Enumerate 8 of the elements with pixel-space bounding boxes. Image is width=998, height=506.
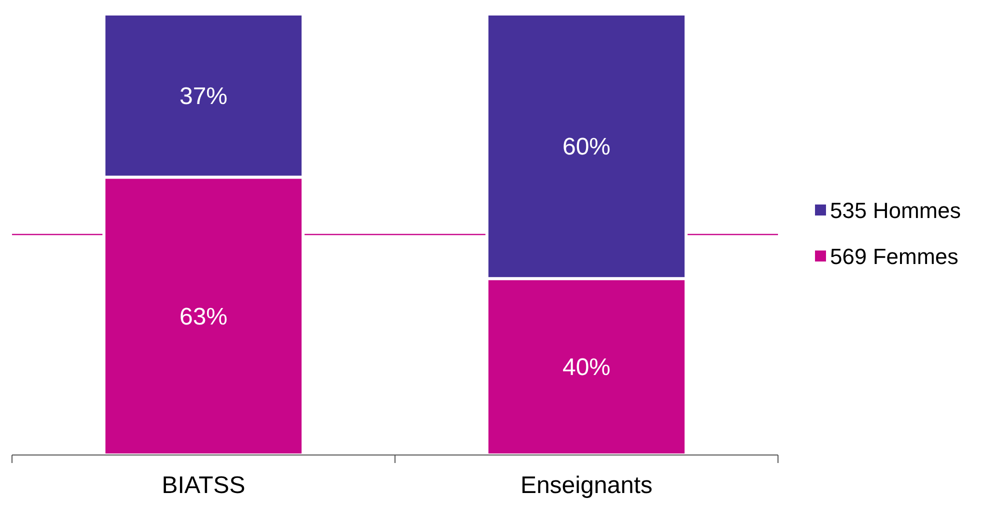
legend-label: 569 Femmes [830, 244, 958, 270]
x-tick-label: BIATSS [162, 472, 246, 499]
data-label: 37% [179, 82, 228, 110]
data-label: 60% [562, 134, 611, 161]
data-label: 63% [179, 303, 228, 330]
data-label: 40% [562, 354, 611, 382]
legend-label: 535 Hommes [830, 198, 961, 224]
x-tick-label: Enseignants [520, 472, 653, 499]
